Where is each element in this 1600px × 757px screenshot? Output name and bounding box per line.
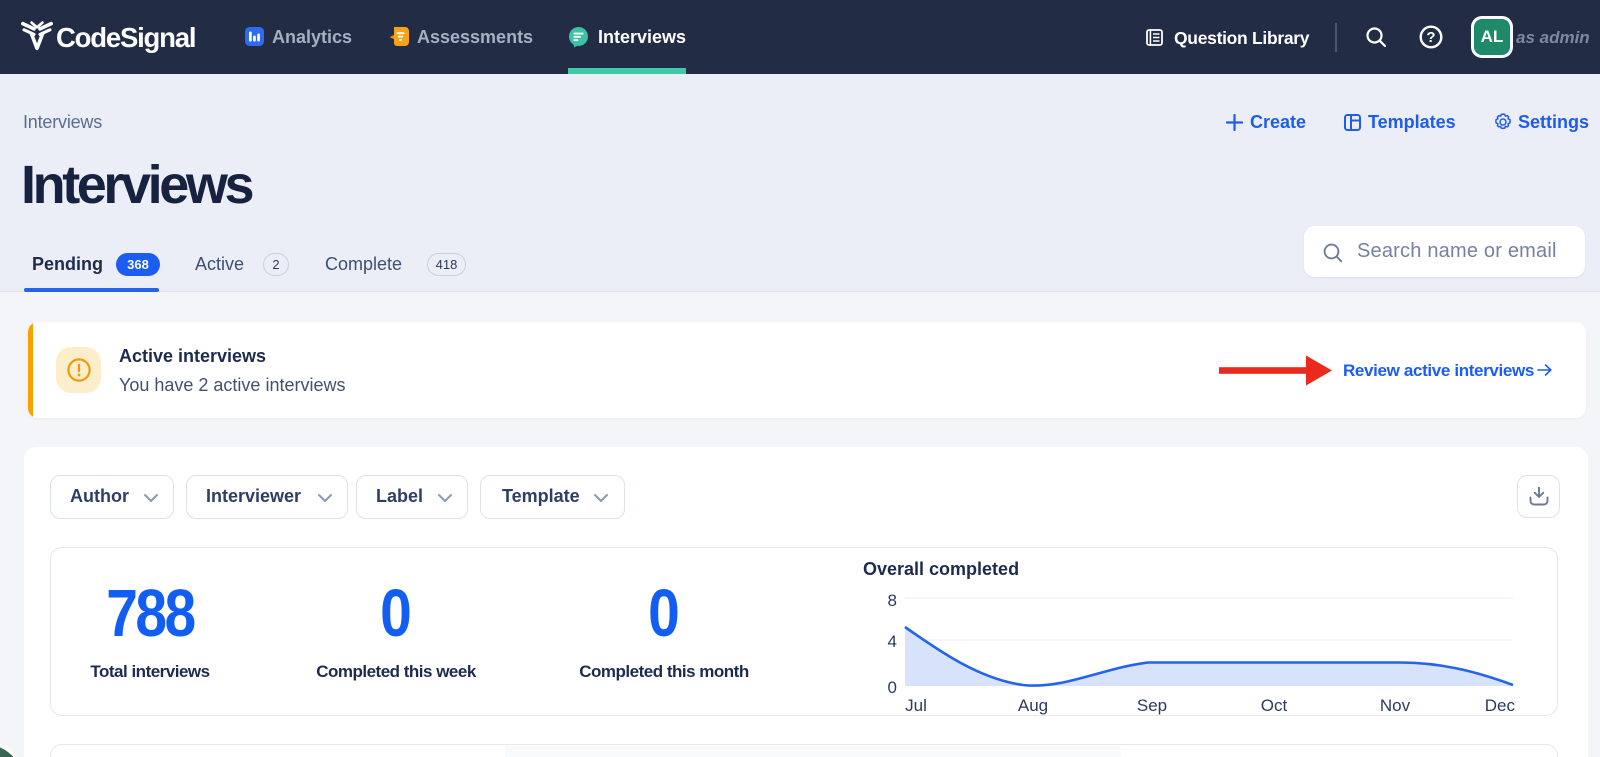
svg-text:0: 0 (888, 678, 897, 697)
svg-text:Dec: Dec (1485, 696, 1516, 715)
svg-text:8: 8 (888, 591, 897, 610)
svg-text:Jul: Jul (905, 696, 927, 715)
svg-text:Sep: Sep (1137, 696, 1167, 715)
svg-text:Aug: Aug (1018, 696, 1048, 715)
svg-text:4: 4 (888, 632, 897, 651)
svg-text:Nov: Nov (1380, 696, 1411, 715)
svg-text:Oct: Oct (1261, 696, 1288, 715)
svg-text:?: ? (1426, 29, 1435, 46)
